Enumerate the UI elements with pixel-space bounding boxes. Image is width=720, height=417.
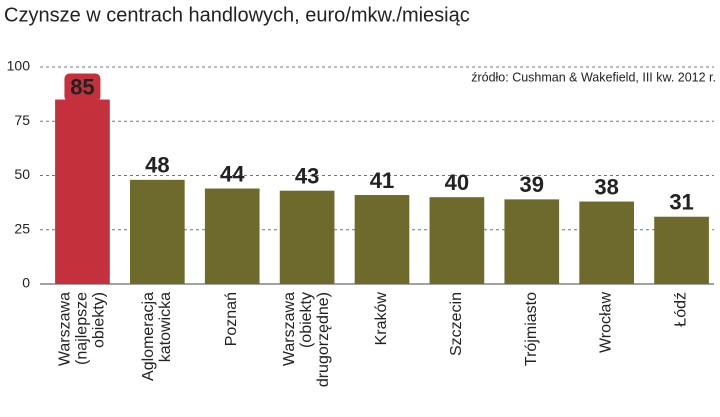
bar — [354, 195, 410, 284]
value-label: 43 — [295, 164, 319, 189]
y-tick-label: 25 — [14, 220, 30, 236]
x-tick-label: Szczecin — [448, 292, 465, 356]
value-label: 31 — [669, 190, 693, 215]
value-label: 48 — [145, 153, 169, 178]
bar — [55, 99, 110, 284]
value-label: 38 — [594, 174, 618, 199]
value-label: 85 — [70, 74, 94, 99]
x-tick-label: Trójmiasto — [523, 292, 540, 366]
y-tick-label: 75 — [14, 112, 30, 128]
value-label-box — [64, 73, 101, 102]
source-note: źródło: Cushman & Wakefield, III kw. 201… — [471, 70, 716, 84]
bar — [204, 188, 260, 284]
bar — [429, 197, 485, 284]
x-tick-label: Kraków — [373, 292, 390, 346]
y-tick-label: 0 — [22, 275, 30, 291]
bar — [279, 190, 335, 284]
value-label: 40 — [445, 170, 469, 195]
y-tick-label: 50 — [14, 166, 30, 182]
bar — [504, 199, 560, 284]
y-tick-label: 100 — [7, 58, 31, 74]
bar — [129, 179, 185, 284]
bar — [654, 216, 709, 284]
x-tick-label: Wrocław — [598, 292, 615, 353]
x-tick-label: Warszawa(obiektydrugorzędne) — [281, 292, 332, 387]
bar — [579, 201, 635, 284]
x-tick-label: Aglomeracjakatowicka — [140, 292, 174, 381]
value-label: 44 — [220, 161, 245, 186]
chart-title: Czynsze w centrach handlowych, euro/mkw.… — [4, 4, 470, 26]
x-tick-label: Warszawa(najlepszeobiekty) — [57, 292, 108, 366]
x-tick-label: Łódź — [673, 292, 690, 327]
value-label: 41 — [370, 168, 394, 193]
value-label: 39 — [520, 172, 544, 197]
x-tick-label: Poznań — [223, 292, 240, 346]
